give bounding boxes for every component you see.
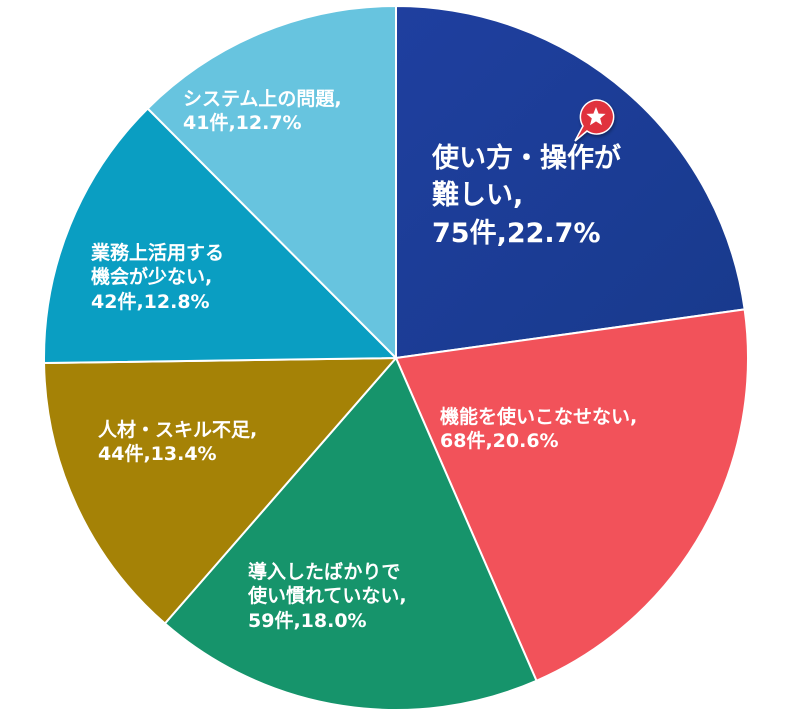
- slice-label-usage-difficult: 使い方・操作が 難しい, 75件,22.7%: [432, 140, 621, 252]
- pie-slice-4: [43, 357, 397, 625]
- star-icon: [586, 107, 606, 126]
- pie-slice-5: [43, 107, 397, 365]
- pie-slice-6: [146, 5, 397, 359]
- slice-label-features-unused: 機能を使いこなせない, 68件,20.6%: [440, 405, 637, 454]
- pie-slice-3: [163, 357, 538, 711]
- label-line: 機能を使いこなせない,: [440, 406, 638, 428]
- label-line: 使い方・操作が: [432, 143, 621, 174]
- pie-slice-2: [395, 308, 749, 682]
- highlight-marker: [574, 99, 615, 142]
- label-line: 41件,12.7%: [183, 112, 302, 135]
- label-line: 業務上活用する: [91, 242, 225, 264]
- label-line: 使い慣れていない,: [248, 585, 407, 608]
- label-line: 68件,20.6%: [440, 430, 559, 453]
- label-line: 人材・スキル不足,: [98, 419, 258, 441]
- label-line: システム上の問題,: [183, 88, 342, 110]
- pie-slice-1: [395, 5, 746, 359]
- label-line: 導入したばかりで: [248, 561, 401, 583]
- label-line: 59件,18.0%: [248, 609, 367, 632]
- label-line: 機会が少ない,: [91, 266, 213, 289]
- slice-label-system-issues: システム上の問題, 41件,12.7%: [183, 87, 342, 136]
- slice-label-newly-introduced: 導入したばかりで 使い慣れていない, 59件,18.0%: [248, 560, 407, 633]
- slice-label-skill-shortage: 人材・スキル不足, 44件,13.4%: [98, 418, 257, 467]
- label-line: 42件,12.8%: [91, 290, 210, 313]
- label-line: 75件,22.7%: [432, 217, 601, 249]
- label-line: 難しい,: [432, 180, 524, 212]
- slice-label-few-opportunities: 業務上活用する 機会が少ない, 42件,12.8%: [91, 241, 224, 314]
- label-line: 44件,13.4%: [98, 443, 217, 466]
